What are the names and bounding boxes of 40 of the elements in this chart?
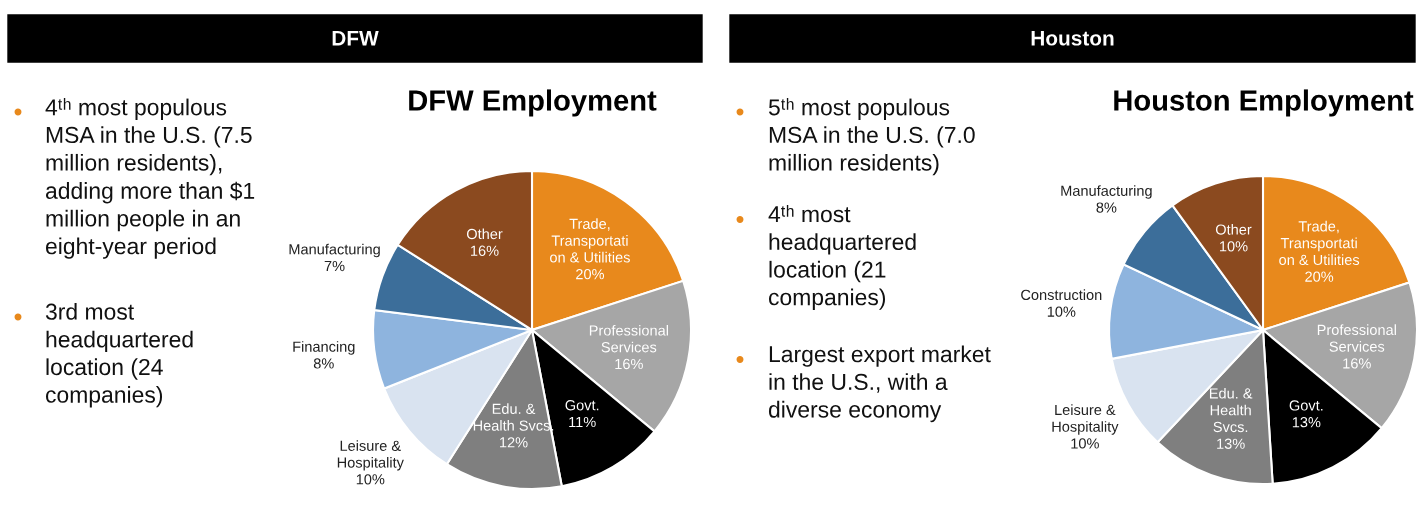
- slice-label: Professional Services: [589, 324, 668, 353]
- text: DFW: [332, 31, 379, 46]
- text: Largest export market in the U.S., with a diverse economy: [768, 345, 991, 423]
- text: 4ᵗʰ most headquartered location (21 companies): [768, 204, 916, 310]
- data-label: 10%: [1220, 241, 1248, 252]
- slice-label: Trade, Transportati on & Utilities: [1279, 220, 1360, 266]
- slice-label: Manufacturing: [289, 243, 380, 258]
- slice-label: Edu. & Health Svcs.: [1209, 387, 1253, 433]
- slice-label: Leisure & Hospitality: [337, 440, 404, 471]
- chart-title: Houston Employment: [1114, 89, 1414, 117]
- slice-label: Manufacturing: [1061, 185, 1152, 199]
- slice-label: Trade, Transportati on & Utilities: [550, 218, 630, 263]
- chart-title: DFW Employment: [409, 89, 657, 117]
- text: Houston: [1031, 31, 1114, 46]
- data-label: 10%: [356, 474, 385, 485]
- data-label: 13%: [1217, 438, 1245, 449]
- data-label: 10%: [1047, 306, 1076, 317]
- slice-label: Other: [1215, 224, 1252, 235]
- slice-label: Financing: [293, 341, 355, 355]
- data-label: 11%: [569, 416, 596, 428]
- text: 5ᵗʰ most populous MSA in the U.S. (7.0 million residents): [768, 98, 975, 176]
- slice-label: Govt.: [565, 400, 599, 411]
- text: 4ᵗʰ most populous MSA in the U.S. (7.5 million residents), adding more than $1 million people in an eight-year period: [45, 98, 255, 259]
- slice-label: Govt.: [1289, 400, 1323, 411]
- data-label: 12%: [500, 437, 528, 448]
- data-label: 8%: [313, 358, 334, 369]
- data-label: 10%: [1071, 438, 1099, 449]
- data-label: 16%: [615, 358, 643, 370]
- data-label: 20%: [1305, 271, 1334, 282]
- data-label: 20%: [576, 268, 605, 280]
- data-label: 13%: [1292, 417, 1321, 428]
- slice-label: Leisure & Hospitality: [1052, 404, 1119, 435]
- slice-label: Other: [466, 228, 503, 240]
- slice-label: Professional Services: [1317, 324, 1396, 352]
- data-label: 16%: [1343, 358, 1371, 369]
- slice-label: Construction: [1021, 289, 1102, 301]
- data-label: 8%: [1096, 202, 1117, 213]
- data-label: 16%: [471, 245, 499, 256]
- data-label: 7%: [324, 260, 345, 272]
- text: 3rd most headquartered location (24 companies): [45, 303, 193, 408]
